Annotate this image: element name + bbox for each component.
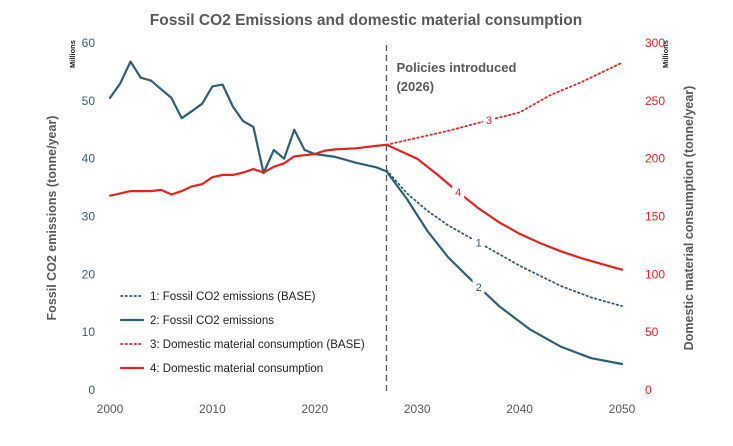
y-left-axis-ticks: 0 10 20 30 40 50 60 xyxy=(82,36,96,397)
y-left-tick-label: 40 xyxy=(82,152,96,166)
y-right-tick-label: 0 xyxy=(645,383,652,397)
series-marker-4: 4 xyxy=(455,187,461,199)
y-left-tick-label: 60 xyxy=(82,36,96,50)
series-line-1 xyxy=(385,169,623,307)
legend-label: 1: Fossil CO2 emissions (BASE) xyxy=(150,291,316,303)
y-left-tick-label: 50 xyxy=(82,94,96,108)
legend-label: 3: Domestic material consumption (BASE) xyxy=(150,339,365,351)
series-line-2 xyxy=(108,60,624,366)
plot-area: 1 2 3 4 Policies introduced (2026) xyxy=(108,45,624,395)
series-marker-bg xyxy=(472,278,485,293)
y-right-tick-label: 200 xyxy=(645,152,665,166)
series-marker-1: 1 xyxy=(476,238,482,250)
x-tick-label: 2000 xyxy=(97,402,124,416)
x-tick-label: 2050 xyxy=(609,402,636,416)
y-right-tick-label: 250 xyxy=(645,94,665,108)
series-marker-2: 2 xyxy=(476,282,482,294)
series-marker-bg xyxy=(482,112,495,127)
y-left-axis-unit: Millions xyxy=(68,40,77,68)
series-line-3 xyxy=(385,61,623,146)
x-tick-label: 2030 xyxy=(404,402,431,416)
y-right-tick-label: 50 xyxy=(645,325,659,339)
y-right-tick-label: 300 xyxy=(645,36,665,50)
legend: 1: Fossil CO2 emissions (BASE) 2: Fossil … xyxy=(119,291,365,375)
y-right-axis-ticks: 0 50 100 150 200 250 300 xyxy=(645,36,665,397)
y-right-axis-label: Domestic material consumption (tonne/yea… xyxy=(682,86,696,351)
policy-annotation-line1: Policies introduced xyxy=(396,60,516,75)
series-marker-3: 3 xyxy=(486,115,492,127)
x-tick-label: 2020 xyxy=(301,402,328,416)
y-right-tick-label: 150 xyxy=(645,210,665,224)
x-tick-label: 2010 xyxy=(199,402,226,416)
y-left-tick-label: 10 xyxy=(82,325,96,339)
x-tick-label: 2040 xyxy=(506,402,533,416)
y-left-axis-label: Fossil CO2 emissions (tonne/year) xyxy=(45,116,59,321)
y-left-tick-label: 20 xyxy=(82,267,96,281)
legend-label: 2: Fossil CO2 emissions xyxy=(150,315,274,327)
chart-title: Fossil CO2 Emissions and domestic materi… xyxy=(150,12,582,29)
x-axis-ticks: 2000 2010 2020 2030 2040 2050 xyxy=(97,402,636,416)
legend-label: 4: Domestic material consumption xyxy=(150,363,323,375)
series-line-4 xyxy=(108,143,624,271)
policy-annotation-line2: (2026) xyxy=(396,79,434,94)
y-left-tick-label: 30 xyxy=(82,210,96,224)
y-right-tick-label: 100 xyxy=(645,267,665,281)
series-marker-bg xyxy=(472,234,485,249)
y-right-axis-unit: Millions xyxy=(661,40,670,68)
y-left-tick-label: 0 xyxy=(88,383,95,397)
series-marker-bg xyxy=(452,184,465,199)
